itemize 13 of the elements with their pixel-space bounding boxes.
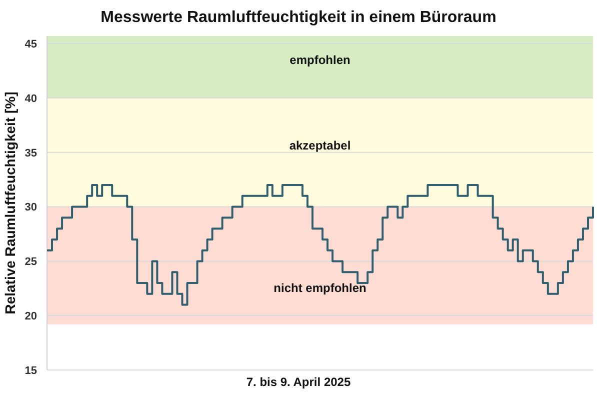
band-label: akzeptabel: [289, 138, 351, 152]
band-label: empfohlen: [290, 53, 350, 68]
y-tick-label: 30: [24, 202, 37, 214]
chart-title: Messwerte Raumluftfeuchtigkeit in einem Büroraum: [100, 9, 496, 26]
y-tick-label: 15: [24, 364, 37, 377]
y-axis-title: Relative Raumluftfeuchtigkeit [%]: [2, 92, 18, 314]
y-tick-label: 40: [24, 92, 37, 105]
band-label: nicht empfohlen: [274, 280, 366, 295]
y-tick-label: 20: [24, 310, 37, 322]
y-tick-label: 45: [24, 38, 37, 50]
x-axis-title: 7. bis 9. April 2025: [246, 375, 351, 389]
y-tick-label: 35: [24, 147, 37, 160]
y-tick-label: 25: [24, 256, 37, 268]
